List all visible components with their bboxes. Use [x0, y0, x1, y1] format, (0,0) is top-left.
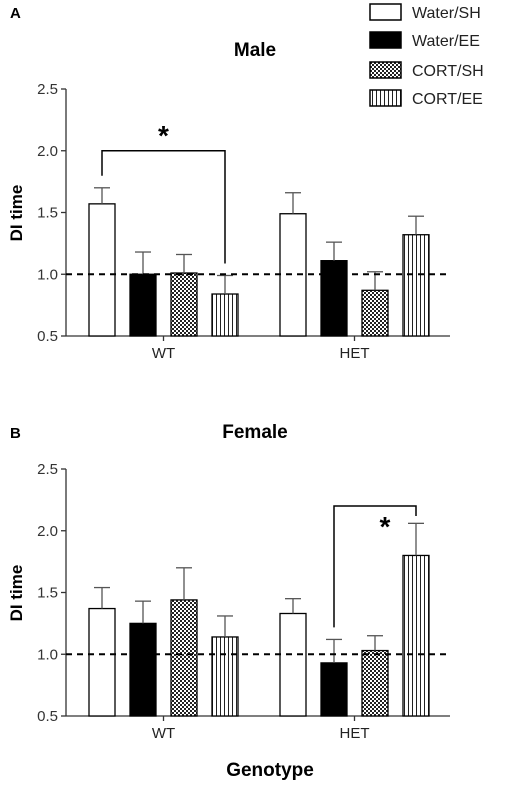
plot-female: 0.5 1.0 1.5 2.0 2.5 WT HET *: [37, 461, 450, 742]
panel-a-label: A: [10, 5, 21, 22]
bar-cort-sh-het: [361, 289, 389, 337]
panel-b-label: B: [10, 425, 21, 442]
panel-b-xlabel: Genotype: [226, 760, 314, 781]
y-tick-label: 1.5: [37, 585, 58, 602]
bar-water-ee-het: [320, 662, 348, 717]
significance-bracket: [333, 505, 417, 628]
y-tick-label: 1.0: [37, 646, 58, 663]
legend: Water/SH Water/EE CORT/SH CORT/EE: [369, 3, 484, 108]
panel-a-title: Male: [234, 40, 276, 61]
significance-marker: *: [158, 120, 169, 151]
bar-water-ee-het: [320, 260, 348, 337]
bar-cort-ee-het: [402, 554, 430, 717]
panel-b-ylabel: DI time: [7, 565, 26, 622]
legend-swatch-cort-ee: [369, 89, 402, 107]
y-tick-label: 1.0: [37, 266, 58, 283]
y-tick-label: 0.5: [37, 708, 58, 725]
bar-cort-ee-wt: [211, 636, 239, 717]
legend-label-cort-ee: CORT/EE: [412, 91, 483, 108]
legend-label-water-ee: Water/EE: [412, 33, 480, 50]
bar-water-sh-het: [279, 612, 307, 717]
bar-water-ee-wt: [129, 622, 157, 717]
y-tick-label: 1.5: [37, 205, 58, 222]
bar-water-ee-wt: [129, 273, 157, 337]
panel-b-title: Female: [222, 422, 287, 443]
bar-cort-sh-wt: [170, 272, 198, 337]
x-category-label: WT: [152, 725, 175, 742]
bar-cort-sh-wt: [170, 599, 198, 717]
bar-water-sh-wt: [88, 607, 116, 717]
bar-cort-sh-het: [361, 649, 389, 717]
legend-swatch-water-ee: [369, 31, 402, 49]
significance-bracket: [101, 150, 226, 264]
x-category-label: HET: [340, 345, 370, 362]
legend-swatch-cort-sh: [369, 61, 402, 79]
bar-cort-ee-het: [402, 234, 430, 337]
plot-male: 0.5 1.0 1.5 2.0 2.5 WT HET *: [37, 81, 450, 362]
bar-water-sh-wt: [88, 203, 116, 337]
y-tick-label: 2.5: [37, 81, 58, 98]
legend-label-water-sh: Water/SH: [412, 5, 481, 22]
legend-swatch-water-sh: [369, 3, 402, 21]
y-tick-label: 2.0: [37, 143, 58, 160]
x-category-label: WT: [152, 345, 175, 362]
legend-label-cort-sh: CORT/SH: [412, 63, 484, 80]
y-tick-label: 0.5: [37, 328, 58, 345]
significance-marker: *: [380, 511, 391, 542]
y-tick-label: 2.5: [37, 461, 58, 478]
bar-cort-ee-wt: [211, 293, 239, 337]
y-tick-label: 2.0: [37, 523, 58, 540]
x-category-label: HET: [340, 725, 370, 742]
panel-a-ylabel: DI time: [7, 185, 26, 242]
